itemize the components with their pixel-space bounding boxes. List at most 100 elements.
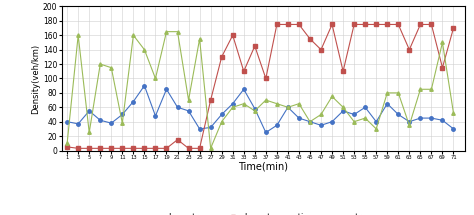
downstream <box>219 113 225 116</box>
upstream <box>340 106 346 109</box>
upstream <box>153 77 158 80</box>
upstream <box>98 63 103 65</box>
downstream <box>130 100 136 103</box>
bus stop section <box>75 147 81 150</box>
bus stop section <box>318 48 324 51</box>
upstream <box>263 99 269 101</box>
bus stop section <box>296 23 302 26</box>
bus stop section <box>374 23 379 26</box>
bus stop section <box>164 147 169 150</box>
bus stop section <box>252 45 258 47</box>
upstream <box>142 48 147 51</box>
upstream <box>241 102 246 105</box>
downstream <box>64 120 70 123</box>
downstream <box>340 110 346 112</box>
upstream <box>384 92 390 94</box>
upstream <box>230 106 236 109</box>
upstream <box>351 120 357 123</box>
upstream <box>374 127 379 130</box>
upstream <box>296 102 302 105</box>
downstream <box>418 117 423 119</box>
downstream <box>153 115 158 117</box>
downstream <box>296 117 302 119</box>
downstream <box>109 122 114 124</box>
bus stop section <box>263 77 269 80</box>
upstream <box>407 124 412 127</box>
upstream <box>307 120 313 123</box>
downstream <box>142 84 147 87</box>
upstream <box>318 113 324 116</box>
bus stop section <box>351 23 357 26</box>
downstream <box>407 120 412 123</box>
downstream <box>384 102 390 105</box>
bus stop section <box>230 34 236 37</box>
bus stop section <box>86 147 92 150</box>
bus stop section <box>395 23 401 26</box>
upstream <box>119 122 125 124</box>
bus stop section <box>428 23 434 26</box>
downstream <box>451 127 456 130</box>
upstream <box>439 41 445 44</box>
bus stop section <box>407 48 412 51</box>
upstream <box>252 110 258 112</box>
bus stop section <box>208 99 213 101</box>
downstream <box>75 123 81 125</box>
bus stop section <box>109 147 114 150</box>
downstream <box>119 113 125 116</box>
downstream <box>98 119 103 121</box>
bus stop section <box>197 147 202 150</box>
upstream <box>395 92 401 94</box>
upstream <box>164 30 169 33</box>
downstream <box>230 102 236 105</box>
upstream <box>208 147 213 150</box>
bus stop section <box>186 147 191 150</box>
downstream <box>307 120 313 123</box>
bus stop section <box>153 147 158 150</box>
upstream <box>130 34 136 37</box>
bus stop section <box>384 23 390 26</box>
X-axis label: Time(min): Time(min) <box>238 161 288 171</box>
bus stop section <box>451 27 456 29</box>
upstream <box>285 106 291 109</box>
downstream <box>274 124 280 127</box>
bus stop section <box>241 70 246 73</box>
downstream <box>329 120 335 123</box>
bus stop section <box>98 147 103 150</box>
upstream <box>219 120 225 123</box>
upstream <box>418 88 423 91</box>
upstream <box>186 99 191 101</box>
downstream <box>197 127 202 130</box>
upstream <box>362 117 368 119</box>
bus stop section <box>219 56 225 58</box>
upstream <box>451 112 456 114</box>
downstream <box>252 108 258 110</box>
downstream <box>208 126 213 129</box>
bus stop section <box>274 23 280 26</box>
upstream <box>86 131 92 134</box>
upstream <box>109 66 114 69</box>
bus stop section <box>64 146 70 148</box>
bus stop section <box>362 23 368 26</box>
downstream <box>362 106 368 109</box>
Line: upstream: upstream <box>65 30 455 150</box>
bus stop section <box>285 23 291 26</box>
upstream <box>274 102 280 105</box>
Y-axis label: Density(veh/km): Density(veh/km) <box>31 43 40 114</box>
downstream <box>186 110 191 112</box>
upstream <box>197 38 202 40</box>
bus stop section <box>307 38 313 40</box>
upstream <box>64 142 70 144</box>
bus stop section <box>175 138 181 141</box>
downstream <box>351 113 357 116</box>
bus stop section <box>418 23 423 26</box>
Line: bus stop section: bus stop section <box>65 23 455 150</box>
upstream <box>329 95 335 98</box>
bus stop section <box>439 66 445 69</box>
downstream <box>285 106 291 109</box>
downstream <box>439 119 445 121</box>
bus stop section <box>130 147 136 150</box>
downstream <box>241 88 246 91</box>
downstream <box>374 120 379 123</box>
Legend: downstream, bus stop section, upstream: downstream, bus stop section, upstream <box>142 209 384 215</box>
bus stop section <box>119 147 125 150</box>
